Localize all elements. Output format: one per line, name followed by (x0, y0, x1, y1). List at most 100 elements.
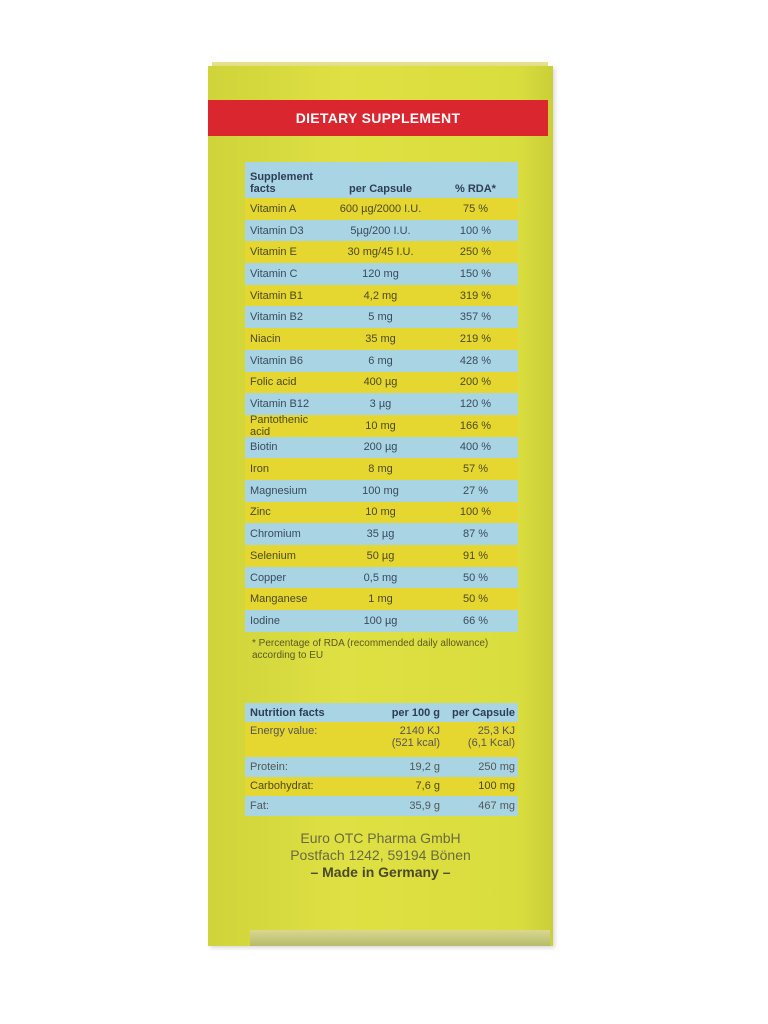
energy-kcal: (6,1 Kcal) (467, 737, 515, 749)
nutrient-name: Pantothenic acid (250, 413, 309, 438)
rda-percent: 66 % (462, 614, 489, 627)
table-row: Niacin 35 mg 219 % (245, 328, 518, 350)
table-row: Pantothenic acid 10 mg 166 % (245, 413, 518, 438)
nutrient-name: Vitamin B12 (250, 398, 310, 411)
rda-percent: 50 % (462, 593, 489, 606)
table-row: Selenium 50 µg 91 % (245, 545, 518, 567)
table-row: Protein: 19,2 g 250 mg (245, 757, 518, 777)
rda-percent: 357 % (459, 311, 492, 324)
header-nutrition-facts: Nutrition facts (250, 706, 325, 719)
rda-percent: 57 % (462, 463, 489, 476)
rda-percent: 27 % (462, 484, 489, 497)
nutrient-name: Copper (250, 571, 287, 584)
per-100g-value: 7,6 g (415, 780, 440, 793)
nutrient-name: Fat: (250, 799, 269, 812)
rda-percent: 200 % (459, 376, 492, 389)
amount-per-capsule: 10 mg (365, 419, 396, 432)
table-row: Chromium 35 µg 87 % (245, 523, 518, 545)
amount-per-capsule: 400 µg (363, 376, 398, 389)
rda-percent: 400 % (459, 441, 492, 454)
nutrition-facts-table: Nutrition facts per 100 g per Capsule En… (245, 703, 518, 816)
table-row: Vitamin B2 5 mg 357 % (245, 306, 518, 329)
energy-label: Energy value: (250, 725, 318, 737)
per-capsule-value: 250 mg (478, 760, 515, 773)
rda-percent: 120 % (459, 398, 492, 411)
nutrient-name: Iron (250, 463, 269, 476)
table-header: Nutrition facts per 100 g per Capsule (245, 703, 518, 722)
table-row: Biotin 200 µg 400 % (245, 436, 518, 459)
nutrient-name: Folic acid (250, 376, 297, 389)
amount-per-capsule: 0,5 mg (363, 571, 398, 584)
per-100g-value: 35,9 g (409, 799, 440, 812)
amount-per-capsule: 10 mg (365, 506, 396, 519)
table-row: Folic acid 400 µg 200 % (245, 371, 518, 394)
amount-per-capsule: 3 µg (369, 398, 392, 411)
rda-percent: 428 % (459, 354, 492, 367)
made-in-germany: – Made in Germany – (310, 864, 451, 880)
rda-footnote: * Percentage of RDA (recommended daily a… (252, 638, 489, 661)
amount-per-capsule: 6 mg (368, 354, 393, 367)
nutrient-name: Zinc (250, 506, 271, 519)
amount-per-capsule: 1 mg (368, 593, 393, 606)
nutrient-name: Iodine (250, 614, 280, 627)
nutrient-name: Vitamin D3 (250, 224, 304, 237)
rda-percent: 150 % (459, 267, 492, 280)
table-row: Vitamin B12 3 µg 120 % (245, 393, 518, 415)
energy-per-100g: 2140 KJ (521 kcal) (360, 725, 440, 749)
nutrient-name: Chromium (250, 528, 301, 541)
rda-percent: 100 % (459, 506, 492, 519)
energy-kcal: (521 kcal) (391, 737, 440, 749)
table-row-energy: Energy value: 2140 KJ (521 kcal) 25,3 KJ(… (245, 722, 518, 757)
amount-per-capsule: 5 mg (368, 311, 393, 324)
nutrient-name: Biotin (250, 441, 278, 454)
dietary-supplement-banner: DIETARY SUPPLEMENT (208, 100, 548, 136)
amount-per-capsule: 120 mg (362, 267, 399, 280)
amount-per-capsule: 600 µg/2000 I.U. (339, 202, 422, 215)
amount-per-capsule: 50 µg (366, 549, 395, 562)
nutrient-name: Magnesium (250, 484, 307, 497)
table-row: Manganese 1 mg 50 % (245, 588, 518, 611)
table-row: Vitamin A 600 µg/2000 I.U. 75 % (245, 198, 518, 220)
per-100g-value: 19,2 g (409, 760, 440, 773)
table-row: Magnesium 100 mg 27 % (245, 479, 518, 502)
nutrient-name: Vitamin C (250, 267, 298, 280)
energy-kj: 2140 KJ (399, 725, 440, 737)
rda-percent: 319 % (459, 289, 492, 302)
energy-per-capsule: 25,3 KJ (6,1 Kcal) (440, 725, 515, 749)
table-row: Vitamin B6 6 mg 428 % (245, 349, 518, 372)
rda-percent: 87 % (462, 528, 489, 541)
header-per-100g: per 100 g (391, 706, 440, 719)
rda-percent: 250 % (459, 246, 492, 259)
table-header: Supplement facts per Capsule % RDA* (245, 162, 518, 198)
per-capsule-value: 100 mg (478, 780, 515, 793)
rda-percent: 75 % (462, 202, 489, 215)
amount-per-capsule: 5µg/200 I.U. (350, 224, 411, 237)
nutrient-name: Vitamin E (250, 246, 297, 259)
table-row: Vitamin C 120 mg 150 % (245, 263, 518, 285)
nutrient-name: Vitamin B1 (250, 289, 303, 302)
header-per-capsule: per Capsule (452, 706, 515, 719)
amount-per-capsule: 100 µg (363, 614, 398, 627)
company-name: Euro OTC Pharma GmbH (300, 830, 461, 846)
nutrient-name: Niacin (250, 332, 281, 345)
nutrient-name: Vitamin B6 (250, 354, 303, 367)
table-row: Carbohydrat: 7,6 g 100 mg (245, 776, 518, 796)
nutrient-name: Selenium (250, 549, 296, 562)
table-row: Zinc 10 mg 100 % (245, 501, 518, 524)
header-rda: % RDA* (455, 183, 496, 195)
header-per-capsule: per Capsule (349, 183, 412, 195)
amount-per-capsule: 200 µg (363, 441, 398, 454)
header-supplement-facts: Supplement facts (250, 171, 313, 195)
rda-percent: 166 % (459, 419, 492, 432)
table-row: Iodine 100 µg 66 % (245, 610, 518, 632)
amount-per-capsule: 35 mg (365, 332, 396, 345)
nutrient-name: Manganese (250, 593, 308, 606)
nutrient-name: Carbohydrat: (250, 780, 314, 793)
nutrient-name: Vitamin A (250, 202, 297, 215)
table-row: Vitamin E 30 mg/45 I.U. 250 % (245, 241, 518, 264)
rda-percent: 219 % (459, 332, 492, 345)
nutrient-name: Protein: (250, 760, 288, 773)
company-address: Postfach 1242, 59194 Bönen (290, 847, 471, 863)
amount-per-capsule: 30 mg/45 I.U. (347, 246, 414, 259)
amount-per-capsule: 4,2 mg (363, 289, 398, 302)
